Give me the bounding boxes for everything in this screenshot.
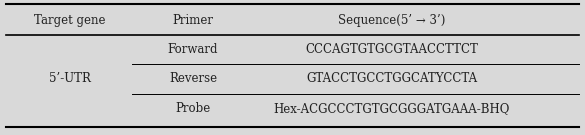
Text: 5’-UTR: 5’-UTR	[49, 72, 91, 85]
Text: Reverse: Reverse	[169, 72, 217, 85]
Text: Sequence(5’ → 3’): Sequence(5’ → 3’)	[338, 14, 446, 27]
Text: Primer: Primer	[173, 14, 214, 27]
Text: Probe: Probe	[176, 102, 211, 115]
Text: CCCAGTGTGCGTAACCTTCT: CCCAGTGTGCGTAACCTTCT	[305, 43, 479, 56]
Text: Forward: Forward	[168, 43, 218, 56]
Text: GTACCTGCCTGGCATYCCTA: GTACCTGCCTGGCATYCCTA	[307, 72, 477, 85]
Text: Target gene: Target gene	[35, 14, 106, 27]
Text: Hex-ACGCCCTGTGCGGGATGAAA-BHQ: Hex-ACGCCCTGTGCGGGATGAAA-BHQ	[274, 102, 510, 115]
